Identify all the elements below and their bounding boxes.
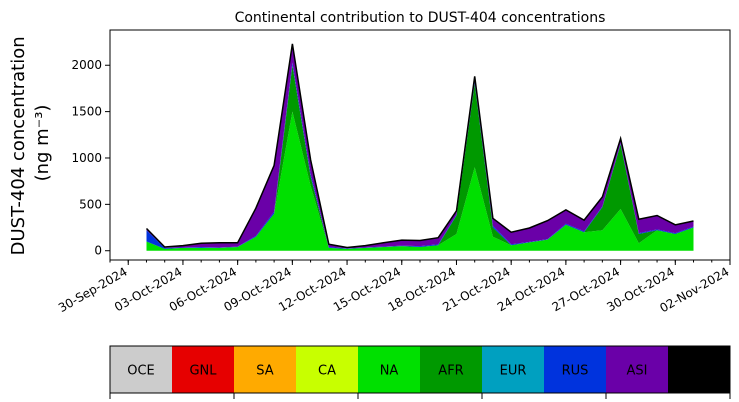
legend-label-gnl: GNL [189,364,217,379]
legend-label-sa: SA [256,364,273,379]
legend-swatch-na [358,346,420,393]
y-axis-label: DUST-404 concentration (ng m⁻³) [8,31,53,256]
legend-label-aus: AUS [686,364,713,379]
y-tick-label: 500 [79,197,102,211]
legend-swatch-eur [482,346,544,393]
legend-swatch-oce [110,346,172,393]
plot-area: 050010001500200030-Sep-202403-Oct-202406… [56,43,732,315]
y-tick-label: 1500 [71,105,102,119]
legend-swatch-asi [606,346,668,393]
legend-label-ca: CA [318,364,336,379]
legend-swatch-gnl [172,346,234,393]
y-axis-label-line2: (ng m⁻³) [32,105,53,182]
legend-label-afr: AFR [438,364,463,379]
legend-swatch-rus [544,346,606,393]
chart-title: Continental contribution to DUST-404 con… [235,10,606,26]
total-line [145,43,694,249]
y-tick-label: 2000 [71,58,102,72]
y-tick-label: 0 [94,244,102,258]
area-na [146,111,694,251]
legend-label-na: NA [380,364,399,379]
legend: OCE GNL SA CA NA AFR EUR RUS ASI AUS [109,345,731,399]
legend-label-oce: OCE [127,364,155,379]
legend-swatch-sa [234,346,296,393]
y-axis-label-line1: DUST-404 concentration [8,36,29,255]
legend-swatch-ca [296,346,358,393]
legend-label-rus: RUS [562,364,589,379]
legend-label-eur: EUR [500,364,527,379]
legend-label-asi: ASI [627,364,648,379]
plot-frame [109,29,731,261]
legend-frame [109,345,731,394]
legend-swatch-afr [420,346,482,393]
area-asi [146,43,694,249]
legend-swatch-aus [668,346,730,393]
y-tick-label: 1000 [71,151,102,165]
